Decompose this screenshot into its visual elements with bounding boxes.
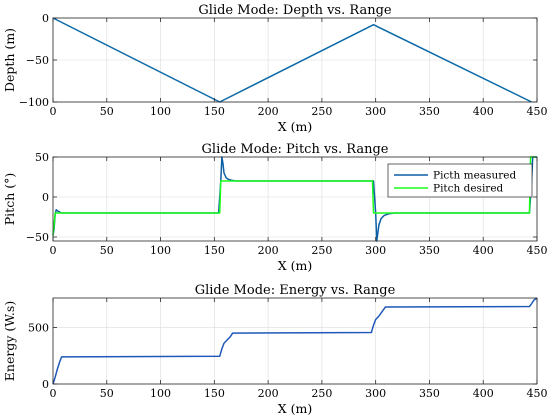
- energy-y-tick-label: 0: [42, 378, 49, 391]
- legend-label-desired: Pitch desired: [433, 183, 504, 195]
- pitch-x-axis-label: X (m): [278, 258, 312, 273]
- energy-series-0-line: [52, 297, 538, 385]
- pitch-panel: Glide Mode: Pitch vs. Range X (m) Pitch …: [2, 142, 548, 273]
- energy-x-tick-label: 200: [258, 387, 279, 400]
- energy-x-tick-label: 350: [419, 387, 440, 400]
- pitch-x-tick-label: 400: [473, 244, 494, 257]
- depth-x-tick-label: 300: [365, 105, 386, 118]
- pitch-legend: Picth measured Pitch desired: [387, 163, 533, 198]
- pitch-x-tick-label: 150: [204, 244, 225, 257]
- energy-title: Glide Mode: Energy vs. Range: [195, 283, 396, 298]
- depth-y-tick-label: 0: [42, 12, 49, 25]
- pitch-x-tick-label: 0: [50, 244, 57, 257]
- energy-panel: Glide Mode: Energy vs. Range X (m) Energ…: [2, 283, 548, 416]
- pitch-y-tick-label: −50: [26, 231, 49, 244]
- pitch-x-tick-label: 100: [150, 244, 171, 257]
- depth-title: Glide Mode: Depth vs. Range: [198, 3, 391, 18]
- legend-box: [387, 163, 533, 198]
- energy-x-tick-label: 450: [527, 387, 548, 400]
- depth-y-axis-label: Depth (m): [2, 28, 17, 92]
- energy-x-tick-label: 300: [365, 387, 386, 400]
- energy-x-tick-label: 0: [50, 387, 57, 400]
- pitch-y-tick-label: 0: [42, 191, 49, 204]
- depth-y-tick-label: −50: [26, 54, 49, 67]
- pitch-x-tick-label: 200: [258, 244, 279, 257]
- depth-panel: Glide Mode: Depth vs. Range X (m) Depth …: [2, 3, 548, 134]
- energy-y-axis-label: Energy (W.s): [2, 301, 17, 381]
- depth-x-tick-label: 0: [50, 105, 57, 118]
- pitch-y-tick-label: 50: [35, 151, 49, 164]
- energy-y-tick-label: 500: [28, 321, 49, 334]
- energy-axes-frame: [52, 297, 538, 385]
- depth-x-tick-label: 400: [473, 105, 494, 118]
- energy-x-tick-label: 100: [150, 387, 171, 400]
- pitch-x-tick-label: 450: [527, 244, 548, 257]
- depth-x-tick-label: 200: [258, 105, 279, 118]
- depth-y-tick-label: −100: [19, 96, 49, 109]
- legend-label-measured: Picth measured: [433, 170, 516, 182]
- pitch-y-axis-label: Pitch (°): [2, 173, 17, 225]
- energy-x-tick-label: 250: [311, 387, 332, 400]
- energy-x-tick-label: 400: [473, 387, 494, 400]
- energy-x-tick-label: 150: [204, 387, 225, 400]
- depth-x-tick-label: 250: [311, 105, 332, 118]
- depth-x-tick-label: 100: [150, 105, 171, 118]
- depth-x-axis-label: X (m): [278, 119, 312, 134]
- pitch-x-tick-label: 250: [311, 244, 332, 257]
- depth-series-0-line: [52, 17, 532, 103]
- depth-x-tick-label: 150: [204, 105, 225, 118]
- pitch-x-tick-label: 350: [419, 244, 440, 257]
- pitch-x-tick-label: 50: [100, 244, 114, 257]
- depth-x-tick-label: 50: [100, 105, 114, 118]
- energy-x-axis-label: X (m): [278, 401, 312, 416]
- pitch-x-tick-label: 300: [365, 244, 386, 257]
- pitch-axes-frame: [52, 156, 538, 242]
- energy-x-tick-label: 50: [100, 387, 114, 400]
- depth-x-tick-label: 350: [419, 105, 440, 118]
- pitch-title: Glide Mode: Pitch vs. Range: [202, 142, 389, 157]
- depth-x-tick-label: 450: [527, 105, 548, 118]
